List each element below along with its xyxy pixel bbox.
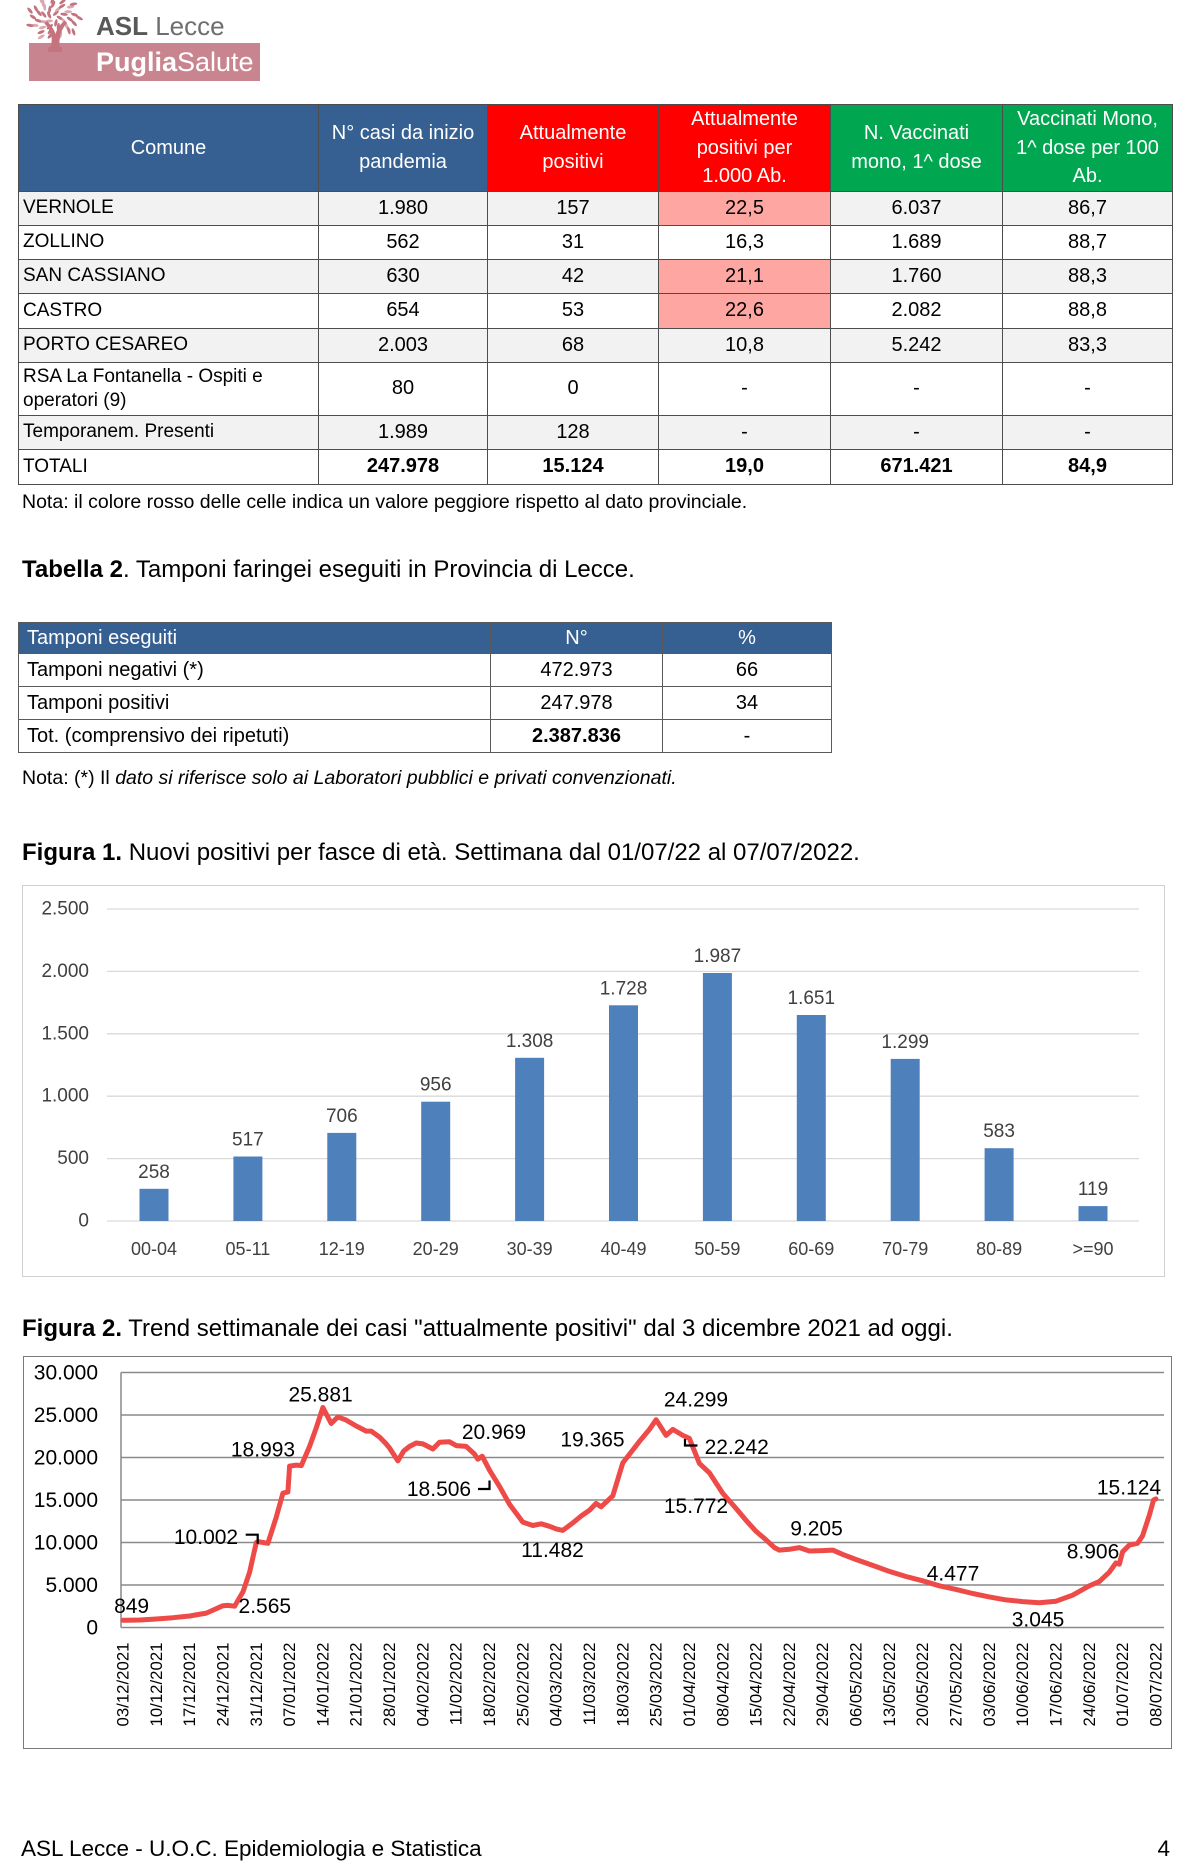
svg-text:15.000: 15.000 <box>34 1489 98 1512</box>
svg-text:31/12/2021: 31/12/2021 <box>247 1643 266 1727</box>
svg-text:25.000: 25.000 <box>34 1404 98 1427</box>
svg-text:956: 956 <box>420 1075 452 1096</box>
svg-text:20.000: 20.000 <box>34 1447 98 1470</box>
svg-text:12-19: 12-19 <box>319 1239 365 1259</box>
svg-text:00-04: 00-04 <box>131 1239 177 1259</box>
svg-text:03/12/2021: 03/12/2021 <box>114 1643 133 1727</box>
svg-text:22/04/2022: 22/04/2022 <box>780 1643 799 1727</box>
svg-text:0: 0 <box>78 1211 89 1232</box>
svg-text:1.308: 1.308 <box>506 1031 554 1052</box>
svg-text:25/03/2022: 25/03/2022 <box>647 1643 666 1727</box>
svg-text:05-11: 05-11 <box>226 1239 271 1259</box>
svg-text:119: 119 <box>1078 1179 1108 1200</box>
svg-text:9.205: 9.205 <box>790 1518 843 1541</box>
svg-text:ASL Lecce: ASL Lecce <box>96 11 225 41</box>
svg-text:70-79: 70-79 <box>882 1239 928 1259</box>
svg-text:40-49: 40-49 <box>600 1239 646 1259</box>
svg-text:706: 706 <box>326 1106 358 1127</box>
svg-text:30.000: 30.000 <box>34 1362 98 1385</box>
svg-text:14/01/2022: 14/01/2022 <box>313 1643 332 1727</box>
svg-text:18/03/2022: 18/03/2022 <box>613 1643 632 1727</box>
svg-text:21/01/2022: 21/01/2022 <box>347 1643 366 1727</box>
svg-text:PugliaSalute: PugliaSalute <box>96 47 254 77</box>
svg-text:2.000: 2.000 <box>41 961 89 982</box>
svg-text:1.299: 1.299 <box>881 1032 929 1053</box>
svg-text:19.365: 19.365 <box>560 1429 624 1452</box>
svg-text:08/07/2022: 08/07/2022 <box>1146 1643 1165 1727</box>
svg-text:2.500: 2.500 <box>41 899 89 920</box>
svg-text:18.993: 18.993 <box>231 1439 295 1462</box>
svg-text:20/05/2022: 20/05/2022 <box>913 1643 932 1727</box>
svg-text:17/12/2021: 17/12/2021 <box>180 1643 199 1727</box>
svg-text:15/04/2022: 15/04/2022 <box>747 1643 766 1727</box>
svg-text:04/03/2022: 04/03/2022 <box>547 1643 566 1727</box>
svg-text:25.881: 25.881 <box>288 1384 352 1407</box>
svg-text:583: 583 <box>983 1121 1015 1142</box>
svg-text:1.651: 1.651 <box>788 988 836 1009</box>
svg-text:27/05/2022: 27/05/2022 <box>947 1643 966 1727</box>
svg-text:80-89: 80-89 <box>976 1239 1022 1259</box>
svg-text:25/02/2022: 25/02/2022 <box>513 1643 532 1727</box>
svg-text:1.500: 1.500 <box>41 1023 89 1044</box>
svg-text:30-39: 30-39 <box>507 1239 553 1259</box>
svg-text:10/06/2022: 10/06/2022 <box>1013 1643 1032 1727</box>
svg-text:849: 849 <box>114 1595 149 1618</box>
svg-text:07/01/2022: 07/01/2022 <box>280 1643 299 1727</box>
svg-text:01/04/2022: 01/04/2022 <box>680 1643 699 1727</box>
svg-text:11/03/2022: 11/03/2022 <box>580 1643 599 1726</box>
svg-text:20.969: 20.969 <box>462 1421 526 1444</box>
svg-text:50-59: 50-59 <box>694 1239 740 1259</box>
svg-text:11.482: 11.482 <box>521 1539 584 1562</box>
svg-text:0: 0 <box>86 1617 98 1640</box>
svg-text:500: 500 <box>57 1148 89 1169</box>
svg-text:18.506: 18.506 <box>407 1478 471 1501</box>
svg-text:5.000: 5.000 <box>45 1574 98 1597</box>
svg-text:06/05/2022: 06/05/2022 <box>847 1643 866 1727</box>
svg-text:22.242: 22.242 <box>705 1436 769 1459</box>
svg-text:20-29: 20-29 <box>413 1239 459 1259</box>
svg-text:2.565: 2.565 <box>239 1595 292 1618</box>
svg-text:15.772: 15.772 <box>664 1495 728 1518</box>
svg-text:4.477: 4.477 <box>927 1563 980 1586</box>
svg-text:13/05/2022: 13/05/2022 <box>880 1643 899 1727</box>
svg-text:11/02/2022: 11/02/2022 <box>447 1643 466 1726</box>
svg-text:10.000: 10.000 <box>34 1532 98 1555</box>
svg-text:517: 517 <box>232 1130 264 1151</box>
svg-text:258: 258 <box>138 1162 170 1183</box>
svg-text:10/12/2021: 10/12/2021 <box>147 1643 166 1727</box>
svg-text:18/02/2022: 18/02/2022 <box>480 1643 499 1727</box>
svg-text:28/01/2022: 28/01/2022 <box>380 1643 399 1727</box>
svg-text:04/02/2022: 04/02/2022 <box>413 1643 432 1727</box>
svg-text:29/04/2022: 29/04/2022 <box>813 1643 832 1727</box>
svg-text:08/04/2022: 08/04/2022 <box>713 1643 732 1727</box>
svg-text:10.002: 10.002 <box>174 1526 238 1549</box>
svg-text:24/06/2022: 24/06/2022 <box>1080 1643 1099 1727</box>
svg-text:>=90: >=90 <box>1072 1239 1113 1259</box>
svg-text:1.728: 1.728 <box>600 978 648 999</box>
svg-text:3.045: 3.045 <box>1012 1609 1065 1632</box>
svg-text:1.987: 1.987 <box>694 946 742 967</box>
svg-text:03/06/2022: 03/06/2022 <box>980 1643 999 1727</box>
svg-text:24/12/2021: 24/12/2021 <box>214 1643 233 1727</box>
svg-text:24.299: 24.299 <box>664 1388 728 1411</box>
svg-text:60-69: 60-69 <box>788 1239 834 1259</box>
svg-text:15.124: 15.124 <box>1097 1477 1162 1500</box>
svg-text:8.906: 8.906 <box>1067 1541 1120 1564</box>
svg-text:17/06/2022: 17/06/2022 <box>1047 1643 1066 1727</box>
svg-text:1.000: 1.000 <box>41 1086 89 1107</box>
svg-text:01/07/2022: 01/07/2022 <box>1113 1643 1132 1727</box>
